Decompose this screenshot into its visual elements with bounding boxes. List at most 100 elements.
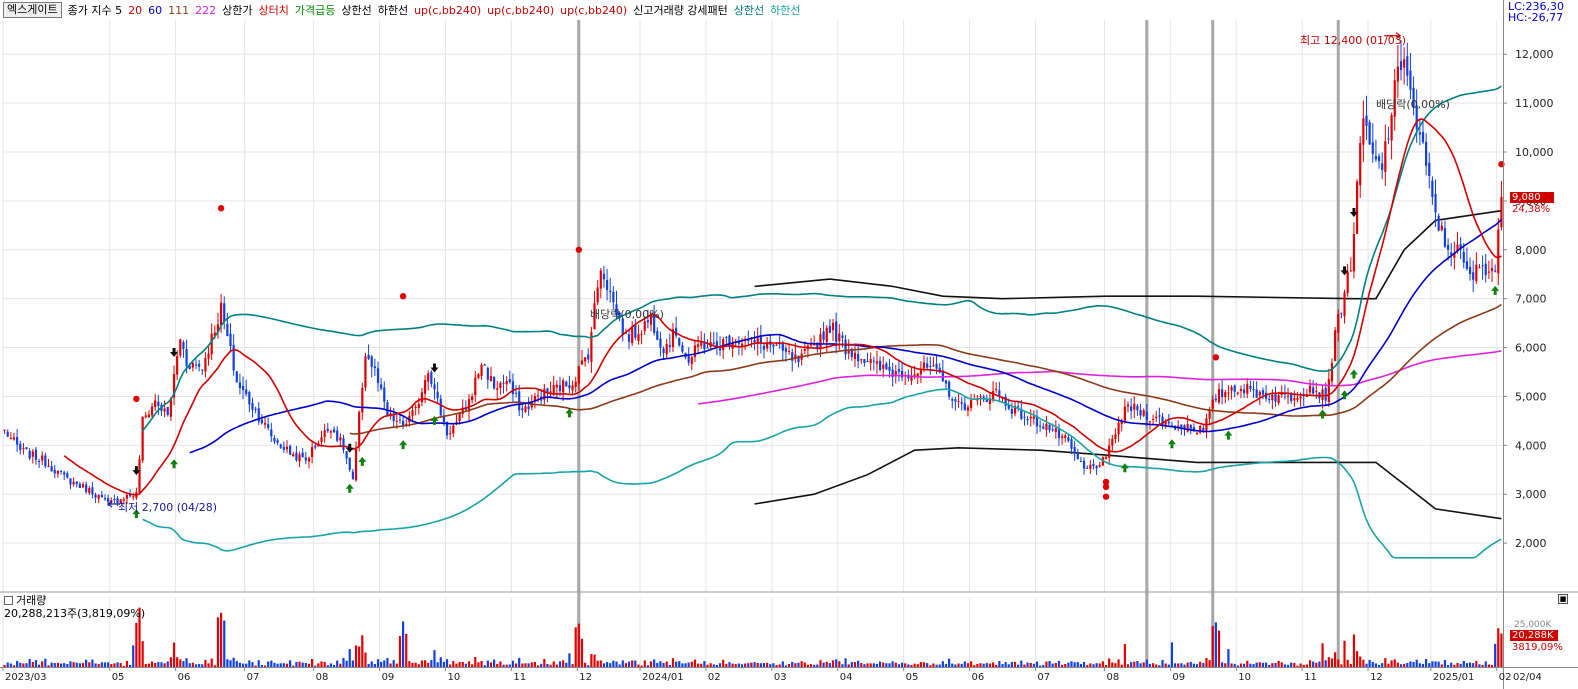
candle-body (122, 499, 125, 501)
candle-body (969, 399, 973, 408)
legend-ma-111[interactable]: 111 (168, 3, 190, 17)
candle-body (358, 411, 361, 446)
legend-upper-limit[interactable]: 상한가 (222, 4, 253, 17)
candle-body (176, 356, 179, 375)
volume-bar (1195, 664, 1199, 667)
candle-body (37, 460, 41, 462)
candle-body (348, 457, 351, 470)
legend-lower-line[interactable]: 하한선 (377, 4, 409, 17)
volume-bar (778, 664, 781, 667)
candle-body (791, 352, 794, 361)
legend-ma-60[interactable]: 60 (148, 3, 163, 17)
volume-bar (828, 663, 831, 667)
volume-legend: 거래량 20,288,213주(3,819,09%) (4, 594, 145, 620)
candle-body (681, 345, 684, 352)
candle-body (514, 392, 518, 394)
legend-up-bb240-3[interactable]: up(c,bb240) (560, 3, 628, 17)
candle-body (1428, 162, 1431, 177)
volume-bar (951, 663, 954, 667)
candle-body (44, 455, 47, 467)
legend-ma-20[interactable]: 20 (128, 3, 143, 17)
candle-body (847, 350, 850, 354)
volume-bar (966, 663, 970, 667)
candle-body (562, 380, 565, 393)
volume-bar (872, 663, 875, 667)
stock-name-box[interactable]: 엑스게이트 (3, 2, 62, 18)
legend-ma-222[interactable]: 222 (195, 3, 217, 17)
candle-body (1061, 436, 1064, 438)
volume-bar (97, 664, 100, 667)
volume-bar (1202, 662, 1205, 667)
volume-bar (991, 662, 995, 667)
volume-bar (471, 664, 474, 667)
legend-upper-line[interactable]: 상한선 (341, 4, 372, 17)
volume-bar (216, 617, 220, 667)
candle-body (257, 408, 260, 422)
lc-hc-readout: LC:236,30 HC:-26,77 (1508, 1, 1564, 23)
up-arrow-marker (358, 456, 367, 466)
volume-bar (1114, 663, 1117, 667)
volume-bar (163, 663, 166, 667)
candle-body (627, 334, 631, 342)
volume-bar (464, 663, 467, 667)
candle-body (762, 345, 766, 350)
legend-up-bb240-2[interactable]: up(c,bb240) (487, 3, 555, 17)
legend-upper-touch[interactable]: 상터치 (258, 4, 289, 17)
volume-bar (402, 621, 405, 667)
candle-body (433, 384, 436, 390)
volume-bar (747, 663, 750, 667)
candle-body (332, 429, 336, 433)
up-arrow-marker (345, 483, 354, 493)
candle-body (351, 471, 354, 479)
volume-bar (1013, 661, 1017, 667)
volume-pane-close-icon[interactable]: ■ (1558, 594, 1568, 604)
candle-body (141, 416, 144, 461)
volume-bar (894, 662, 897, 667)
candle-body (1230, 387, 1233, 391)
legend-price-label[interactable]: 종가 지수 5 (67, 4, 123, 17)
volume-bar (1409, 661, 1412, 667)
volume-toggle-icon[interactable] (4, 596, 13, 605)
volume-bar (433, 650, 436, 667)
legend-lower-line-cyan[interactable]: 하한선 (770, 4, 801, 17)
volume-bar (649, 661, 653, 667)
volume-bar (1095, 663, 1098, 667)
candle-body (251, 403, 254, 410)
volume-bar (1211, 626, 1214, 667)
volume-bar (769, 664, 772, 667)
legend-up-bb240-1[interactable]: up(c,bb240) (414, 3, 482, 17)
legend-new-volume-pattern[interactable]: 신고거래량 강세패턴 (633, 4, 728, 17)
volume-bar (1086, 665, 1089, 667)
candle-body (715, 341, 719, 346)
volume-bar (91, 659, 94, 667)
volume-bar (1330, 658, 1334, 667)
volume-bar (116, 662, 119, 667)
candle-body (232, 344, 235, 371)
volume-bar (819, 660, 822, 667)
candle-body (248, 392, 251, 405)
candle-body (1286, 395, 1290, 397)
volume-bar (602, 663, 606, 667)
candle-body (1155, 416, 1158, 419)
candle-body (314, 445, 317, 448)
volume-bar (634, 660, 637, 667)
legend-price-surge[interactable]: 가격급등 (294, 4, 336, 17)
volume-bar (31, 662, 34, 667)
candle-body (982, 396, 985, 400)
legend-upper-line-teal[interactable]: 상한선 (733, 4, 765, 17)
candle-body (270, 429, 273, 437)
volume-bar (257, 660, 260, 667)
volume-bar (1167, 664, 1170, 667)
volume-bar (941, 661, 944, 667)
volume-bar (1315, 662, 1318, 667)
volume-axis-tick-label: 25,000K (1514, 620, 1552, 630)
candle-body (825, 327, 828, 343)
volume-bar (969, 661, 973, 667)
candle-body (505, 381, 508, 385)
volume-bar (398, 636, 402, 667)
candle-body (1126, 404, 1130, 407)
volume-bar (891, 661, 894, 667)
volume-bar (336, 660, 339, 667)
candle-body (1167, 421, 1170, 424)
